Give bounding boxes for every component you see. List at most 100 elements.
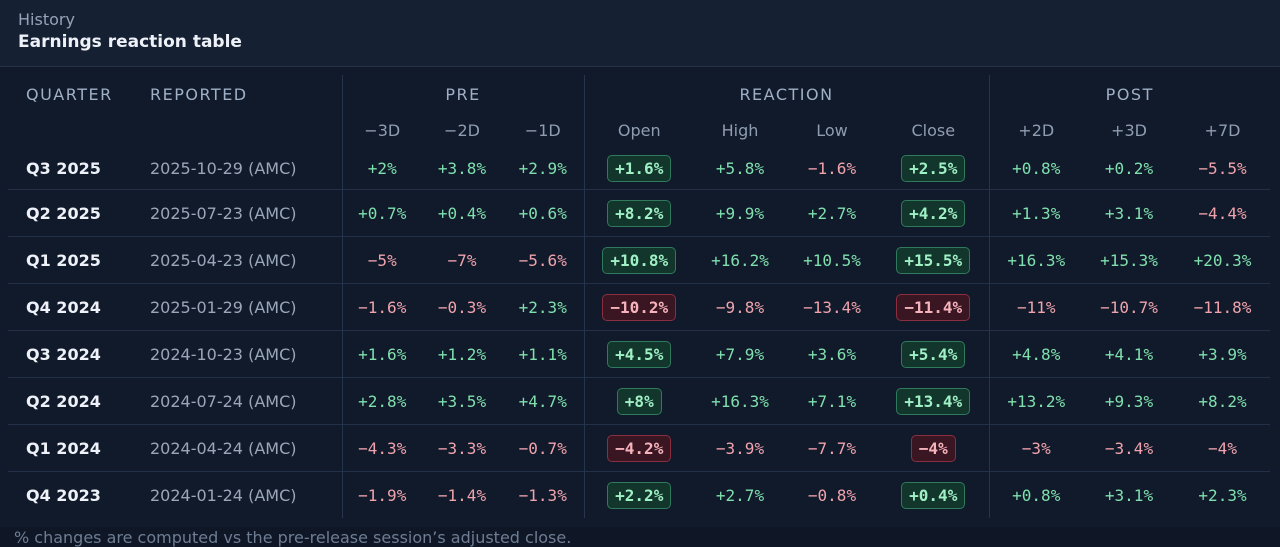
subheader: High (721, 120, 759, 140)
subheader: Low (816, 120, 848, 140)
value-cell: −11% (988, 283, 1083, 331)
value-text: +9.9% (715, 203, 765, 223)
section-label: History (18, 10, 75, 29)
value-cell: +2.2% (583, 471, 694, 518)
value-cell: +16.3% (988, 236, 1083, 284)
table-row: Q3 2024 2024-10-23 (AMC) +1.6% +1.2% +1.1% +4… (8, 330, 1271, 378)
highlight-value-pill: +8.2% (607, 199, 672, 227)
value-cell: −11.8% (1175, 283, 1271, 331)
value-cell: +1.3% (988, 189, 1083, 237)
value-text: +1.3% (1012, 203, 1061, 223)
value-cell: −10.7% (1083, 283, 1175, 331)
value-text: +16.3% (1007, 250, 1066, 270)
value-cell: −5.6% (502, 236, 584, 284)
value-cell: +0.8% (988, 471, 1083, 518)
table-row: Q4 2023 2024-01-24 (AMC) −1.9% −1.4% −1.3% +2… (8, 471, 1271, 518)
value-cell: +0.6% (502, 189, 584, 237)
group-header-row: QUARTER REPORTED PRE REACTION POST (8, 75, 1271, 113)
value-cell: +4.8% (988, 330, 1083, 378)
value-text: +0.2% (1104, 158, 1154, 178)
value-cell: +5.4% (878, 330, 989, 378)
value-text: −0.3% (437, 297, 487, 317)
value-cell: +0.2% (1083, 147, 1175, 190)
reported-cell: 2024-04-24 (AMC) (132, 424, 342, 472)
header-quarter: QUARTER (26, 84, 113, 104)
value-cell: +9.3% (1083, 377, 1175, 425)
value-text: +3.6% (807, 344, 857, 364)
quarter-cell: Q1 2024 (8, 424, 132, 472)
value-cell: +4.2% (878, 189, 989, 237)
value-text: +3.1% (1104, 203, 1154, 223)
value-cell: +2.3% (502, 283, 584, 331)
value-cell: −4.3% (341, 424, 422, 472)
highlight-value-pill: +4.2% (901, 199, 966, 227)
value-text: +2% (367, 158, 397, 178)
value-cell: +3.8% (422, 147, 502, 190)
value-cell: −7.7% (786, 424, 878, 472)
value-text: +4.7% (518, 391, 567, 411)
subheader: −1D (524, 120, 561, 140)
value-cell: −11.4% (878, 283, 989, 331)
value-text: +20.3% (1193, 250, 1252, 270)
value-text: +2.9% (518, 158, 567, 178)
value-text: +2.8% (358, 391, 407, 411)
value-cell: +8% (583, 377, 694, 425)
value-text: −11.8% (1193, 297, 1252, 317)
value-text: +7.1% (807, 391, 857, 411)
value-text: −4.3% (358, 438, 407, 458)
value-cell: +8.2% (583, 189, 694, 237)
value-cell: +9.9% (694, 189, 786, 237)
highlight-value-pill: +2.5% (901, 154, 966, 182)
value-cell: +1.6% (583, 147, 694, 190)
subheader: +7D (1204, 120, 1241, 140)
value-cell: −3.3% (422, 424, 502, 472)
subheader: −3D (341, 113, 422, 147)
value-cell: −10.2% (583, 283, 694, 331)
value-cell: −4% (1175, 424, 1271, 472)
reported-cell: 2025-04-23 (AMC) (132, 236, 342, 284)
highlight-value-pill: −4.2% (607, 434, 672, 462)
subheader: +2D (988, 113, 1083, 147)
value-text: +2.7% (715, 485, 765, 505)
value-text: +1.2% (437, 344, 487, 364)
value-cell: −0.8% (786, 471, 878, 518)
table-row: Q2 2025 2025-07-23 (AMC) +0.7% +0.4% +0.6% +8… (8, 189, 1271, 237)
highlight-value-pill: −10.2% (602, 293, 677, 321)
value-cell: +3.1% (1083, 189, 1175, 237)
value-cell: −7% (422, 236, 502, 284)
value-text: −0.8% (807, 485, 857, 505)
value-cell: +15.5% (878, 236, 989, 284)
table-row: Q1 2024 2024-04-24 (AMC) −4.3% −3.3% −0.7% −4… (8, 424, 1271, 472)
subheader: −2D (444, 120, 480, 140)
value-text: +9.3% (1104, 391, 1154, 411)
value-cell: +2.5% (878, 147, 989, 190)
value-cell: +1.6% (341, 330, 422, 378)
highlight-value-pill: +5.4% (901, 340, 966, 368)
highlight-value-pill: +10.8% (602, 246, 677, 274)
reported-cell: 2025-01-29 (AMC) (132, 283, 342, 331)
highlight-value-pill: −11.4% (896, 293, 971, 321)
value-cell: +2.7% (694, 471, 786, 518)
reported-cell: 2025-10-29 (AMC) (150, 158, 297, 178)
header-post: POST (988, 75, 1271, 113)
value-text: +2.7% (807, 203, 857, 223)
value-cell: +13.2% (988, 377, 1083, 425)
value-text: +5.8% (715, 158, 765, 178)
table-row: Q2 2024 2024-07-24 (AMC) +2.8% +3.5% +4.7% +8… (8, 377, 1271, 425)
quarter-cell: Q4 2024 (8, 283, 132, 331)
value-text: +16.3% (711, 391, 769, 411)
value-cell: +3.1% (1083, 471, 1175, 518)
value-cell: −9.8% (694, 283, 786, 331)
value-text: +8.2% (1198, 391, 1247, 411)
reported-cell: 2024-07-24 (AMC) (132, 377, 342, 425)
value-cell: +3.9% (1175, 330, 1271, 378)
value-text: −1.6% (807, 158, 857, 178)
subheader: Open (583, 113, 694, 147)
value-cell: +13.4% (878, 377, 989, 425)
value-text: +0.8% (1012, 485, 1061, 505)
value-text: −3.9% (715, 438, 765, 458)
value-cell: +8.2% (1175, 377, 1271, 425)
value-text: +2.3% (1198, 485, 1247, 505)
value-cell: +10.8% (583, 236, 694, 284)
value-cell: −1.6% (786, 147, 878, 190)
